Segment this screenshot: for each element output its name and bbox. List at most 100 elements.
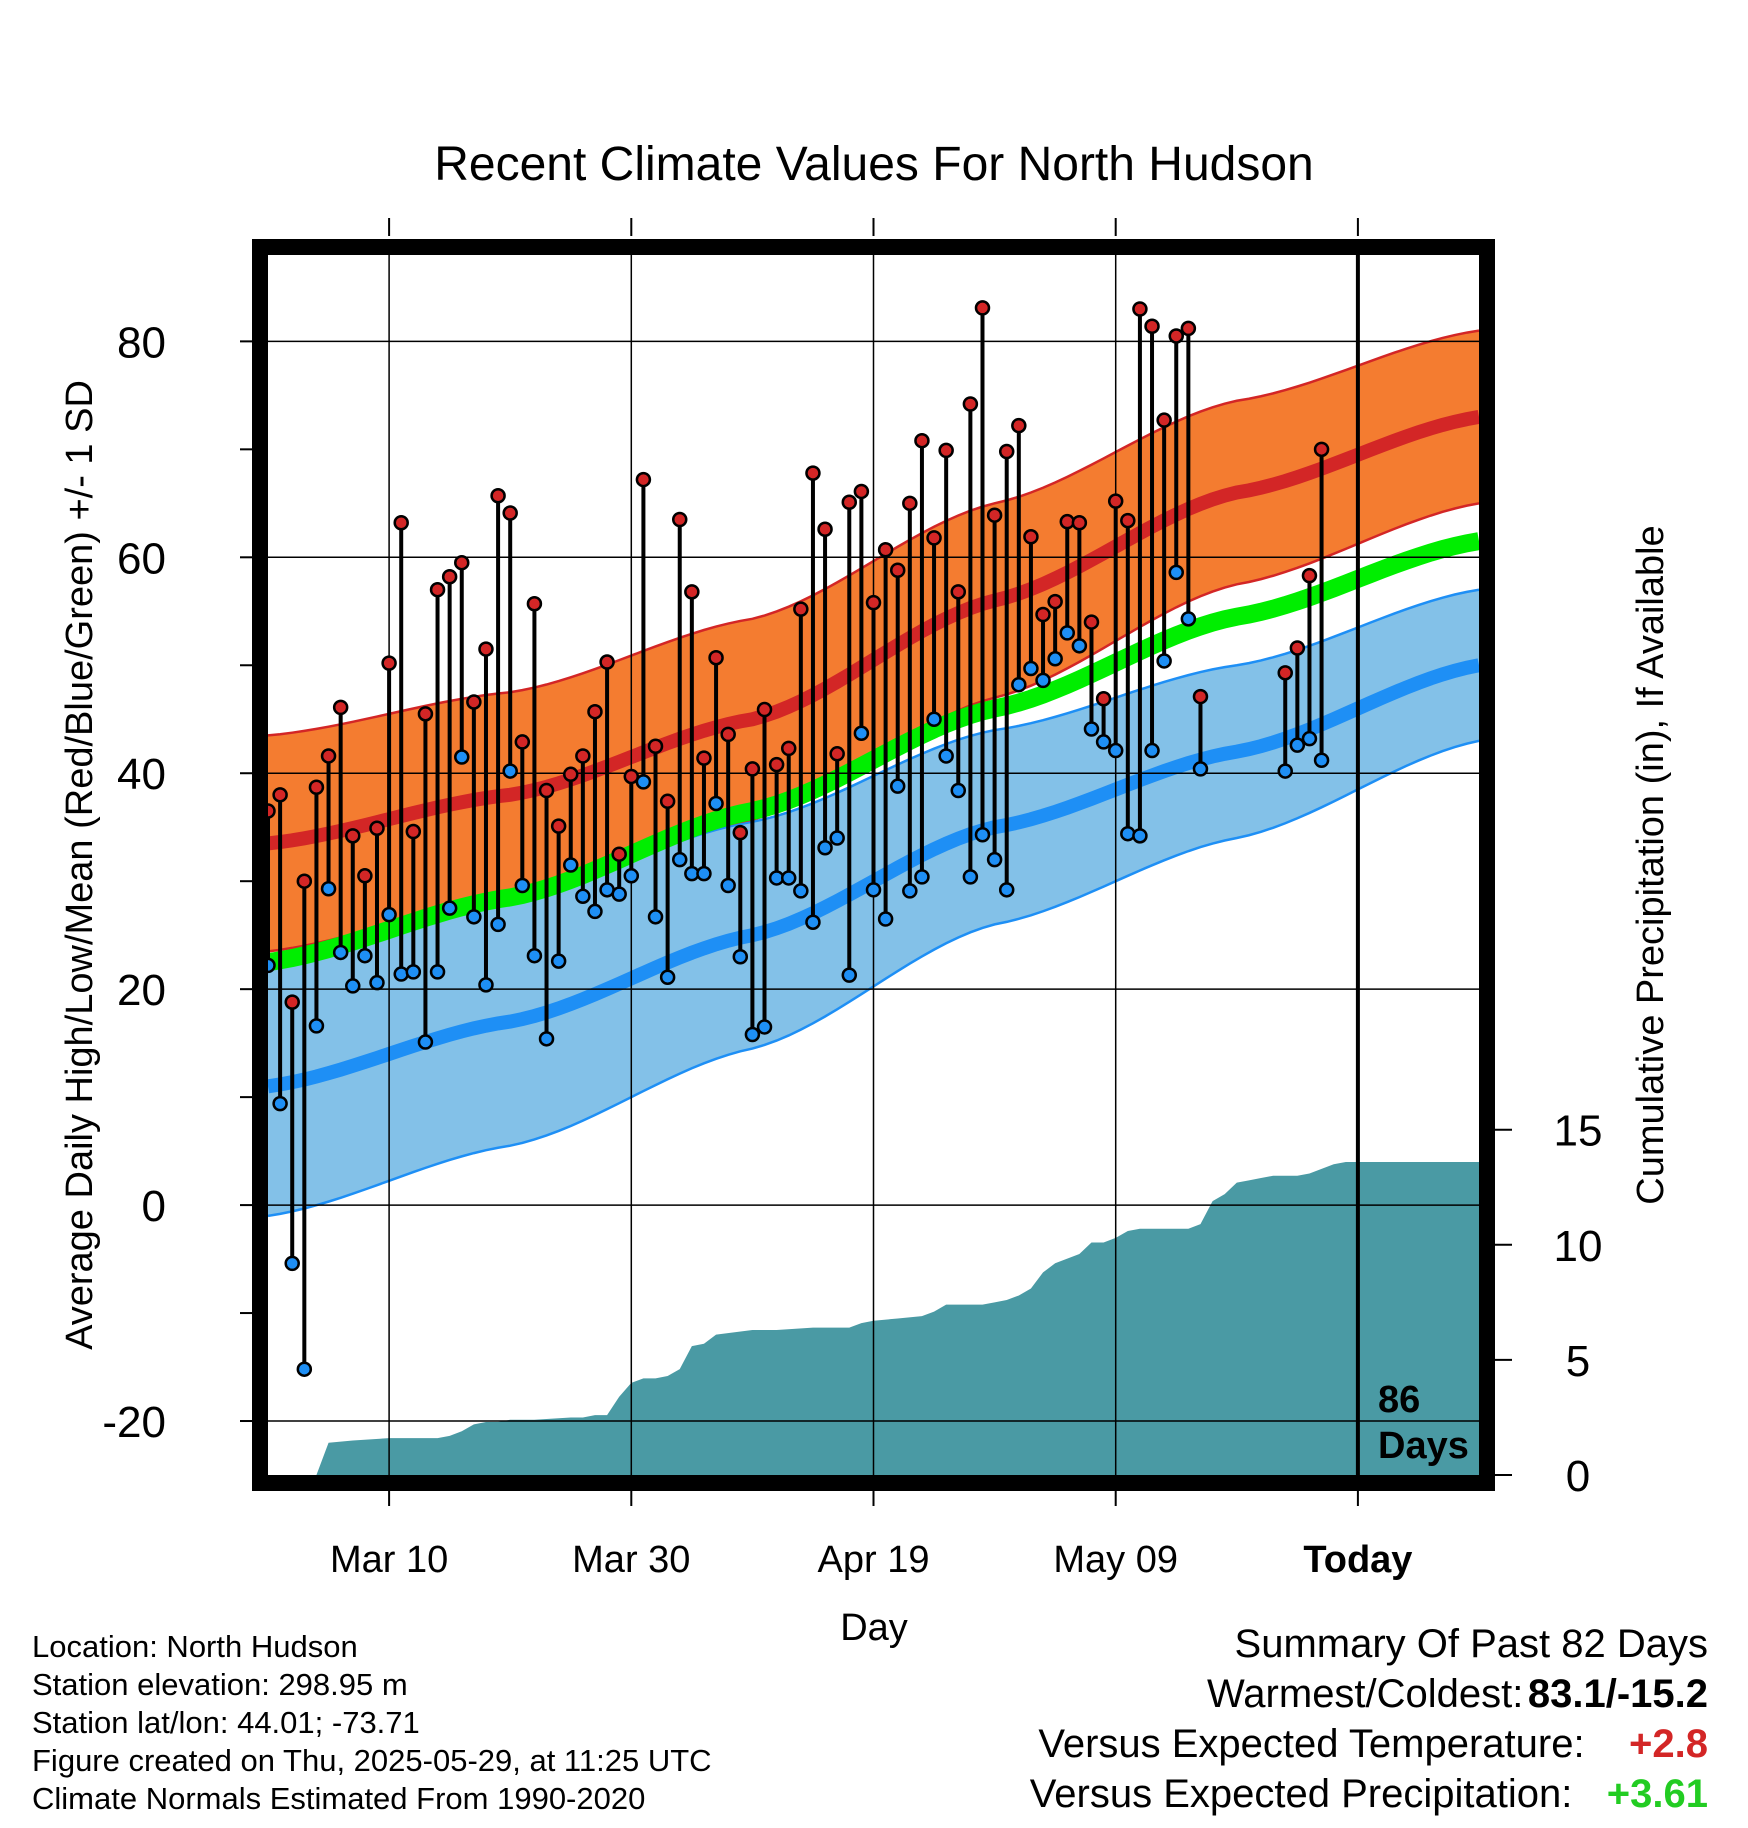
high-point (478, 641, 494, 657)
high-point (1168, 328, 1184, 344)
high-point (272, 787, 288, 803)
high-point (296, 873, 313, 889)
low-point (1168, 564, 1184, 581)
high-point (780, 740, 797, 757)
high-point (926, 530, 942, 546)
low-point (950, 782, 967, 799)
low-point (284, 1255, 300, 1272)
low-point (696, 865, 712, 882)
high-point (575, 748, 591, 764)
low-point (998, 882, 1015, 898)
low-point (914, 869, 930, 885)
low-point (974, 827, 991, 843)
low-point (417, 1034, 434, 1050)
low-point (538, 1031, 555, 1047)
low-point (756, 1019, 773, 1035)
high-point (720, 726, 736, 743)
low-point (308, 1018, 325, 1034)
high-point (877, 541, 894, 558)
low-point (611, 886, 627, 902)
high-point (417, 706, 434, 722)
low-point (1192, 761, 1209, 777)
x-axis-label: Day (840, 1607, 908, 1649)
today-days-count: 86 (1378, 1379, 1420, 1421)
low-point (320, 881, 337, 897)
high-point (986, 507, 1003, 523)
summary-temp: Versus Expected Temperature: +2.8 (1038, 1722, 1708, 1767)
low-point (1289, 737, 1306, 753)
precip-value: +3.61 (1606, 1772, 1708, 1816)
low-point (938, 748, 954, 764)
high-point (635, 471, 652, 488)
high-point (345, 828, 361, 844)
high-point (938, 442, 954, 459)
low-point (575, 888, 591, 905)
low-point (1059, 625, 1076, 641)
y-tick-label: 40 (117, 750, 166, 799)
high-point (405, 823, 422, 840)
y-tick-label: 60 (117, 534, 166, 583)
high-point (1132, 301, 1148, 317)
info-location: Location: North Hudson (32, 1629, 358, 1664)
low-point (268, 957, 276, 974)
high-point (817, 521, 833, 537)
high-point (490, 488, 506, 504)
high-point (1301, 567, 1318, 584)
high-point (320, 748, 337, 764)
low-point (986, 851, 1003, 868)
low-point (405, 964, 422, 980)
low-point (841, 967, 858, 983)
low-point (817, 839, 833, 856)
low-point (381, 906, 397, 923)
low-point (1313, 752, 1330, 769)
high-point (611, 846, 627, 862)
low-point (1071, 638, 1088, 654)
station-info: Location: North Hudson Station elevation… (32, 1628, 712, 1818)
low-point (1132, 828, 1148, 844)
high-point (550, 818, 567, 834)
high-point (393, 515, 409, 531)
y2-tick-label: 5 (1566, 1337, 1590, 1386)
low-point (1327, 0, 1340, 7)
low-point (1011, 676, 1027, 693)
summary-warmest: Warmest/Coldest: 83.1/-15.2 (1207, 1672, 1708, 1717)
y2-tick-label: 10 (1554, 1222, 1603, 1271)
high-point (647, 738, 664, 754)
high-point (756, 701, 773, 718)
high-point (1035, 606, 1051, 623)
low-point (1023, 660, 1039, 677)
high-point (950, 584, 967, 600)
low-point (926, 711, 942, 727)
precip-label: Versus Expected Precipitation: (1029, 1772, 1573, 1816)
high-point (381, 655, 397, 671)
temp-value: +2.8 (1629, 1722, 1708, 1766)
low-point (563, 857, 579, 873)
low-point (526, 947, 543, 964)
low-point (345, 978, 361, 994)
low-point (1339, 0, 1352, 7)
high-point (805, 465, 821, 481)
low-point (357, 947, 373, 964)
low-point (647, 909, 664, 925)
high-point (1289, 640, 1306, 656)
high-point (599, 654, 615, 670)
high-point (1156, 412, 1172, 428)
info-normals: Climate Normals Estimated From 1990-2020 (32, 1781, 646, 1816)
info-elevation: Station elevation: 298.95 m (32, 1667, 408, 1702)
high-point (1192, 688, 1209, 705)
y-tick-label: 20 (117, 966, 166, 1015)
high-point (563, 766, 579, 783)
plot-area (268, 0, 1479, 1475)
high-point (429, 581, 446, 598)
x-tick-label: Today (1303, 1539, 1412, 1581)
low-point (720, 877, 736, 894)
high-point (744, 761, 761, 777)
high-point (357, 868, 373, 884)
warmest-value: 83.1/-15.2 (1527, 1672, 1708, 1716)
low-point (1277, 763, 1293, 779)
temp-label: Versus Expected Temperature: (1038, 1722, 1585, 1766)
high-point (369, 820, 385, 837)
y2-axis-label: Cumulative Precipitation (in), If Availa… (1630, 525, 1672, 1204)
info-latlon: Station lat/lon: 44.01; -73.71 (32, 1705, 420, 1740)
low-point (744, 1026, 761, 1043)
